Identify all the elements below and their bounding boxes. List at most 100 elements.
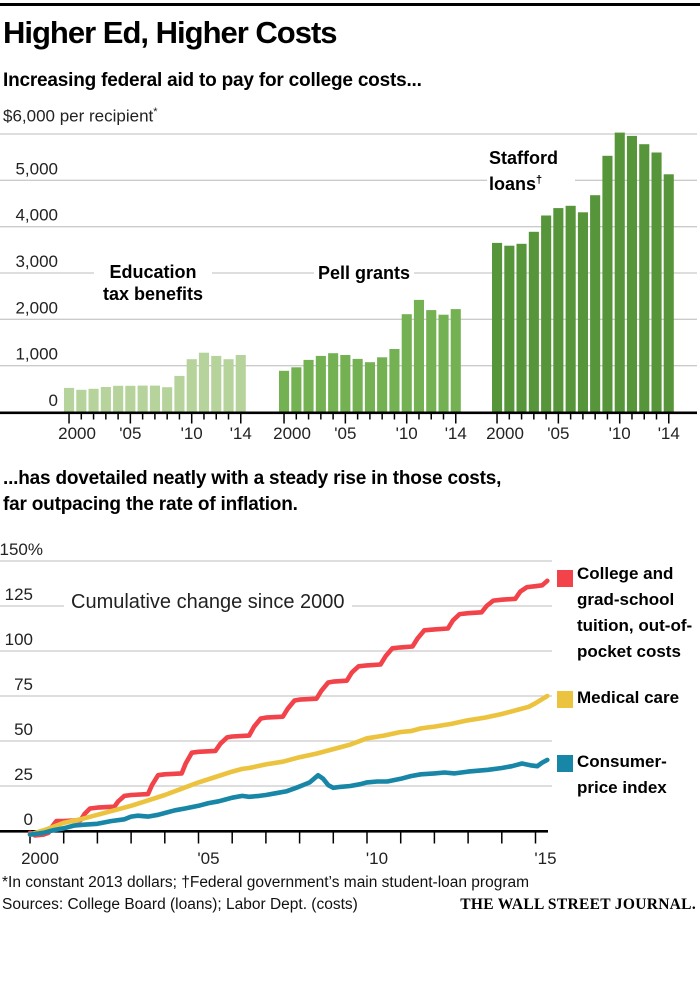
- bar: [639, 144, 650, 412]
- x-axis-label: '10: [609, 424, 631, 443]
- bar-chart-headline: Increasing federal aid to pay for colleg…: [3, 70, 422, 91]
- x-axis-label: '05: [334, 424, 356, 443]
- x-axis-label: '14: [445, 424, 467, 443]
- bar: [352, 358, 363, 412]
- line-chart-inner-title: Cumulative change since 2000: [64, 590, 352, 615]
- line-consumer-price-index: [27, 757, 550, 837]
- bar: [137, 385, 148, 412]
- bar: [528, 231, 539, 412]
- x-axis-label: '14: [230, 424, 252, 443]
- bar-series-education-tax-benefits: [64, 352, 246, 412]
- bar: [651, 152, 662, 412]
- y-axis-label: 0: [24, 810, 33, 829]
- bar: [340, 355, 351, 412]
- bar: [504, 245, 515, 412]
- legend-label-medical-care: Medical care: [577, 688, 680, 707]
- x-axis-label: '05: [547, 424, 569, 443]
- bar: [626, 135, 637, 412]
- bar: [149, 385, 160, 412]
- y-axis-label: 0: [49, 391, 58, 410]
- legend-label-consumer-price-index: Consumer-price index: [577, 752, 667, 797]
- bar: [413, 299, 424, 412]
- bar: [364, 362, 375, 412]
- bar: [553, 208, 564, 412]
- bar: [450, 309, 461, 412]
- consumer-price-index-color-chip: [557, 755, 573, 772]
- group-label-stafford-loans: Stafford loans†: [487, 146, 575, 196]
- legend-item-consumer-price-index: Consumer-price index: [553, 749, 697, 801]
- bar: [426, 310, 437, 412]
- x-axis-label: 2000: [273, 424, 311, 443]
- tuition-color-chip: [557, 570, 573, 587]
- bar: [125, 385, 136, 412]
- page-title: Higher Ed, Higher Costs: [3, 15, 338, 50]
- bar: [303, 359, 314, 412]
- bar: [389, 349, 400, 412]
- x-axis-label: '15: [534, 849, 556, 868]
- y-axis-label: 125: [5, 585, 33, 604]
- bar: [492, 242, 503, 412]
- group-label-education-tax-benefits: Education tax benefits: [94, 260, 212, 306]
- bar: [663, 174, 674, 412]
- footnote-text: *In constant 2013 dollars; †Federal gove…: [2, 874, 530, 891]
- bar: [100, 387, 111, 412]
- bar: [76, 389, 87, 412]
- wsj-wordmark: THE WALL STREET JOURNAL.: [460, 896, 696, 913]
- top-rule: [0, 3, 700, 6]
- y-axis-unit-label: $6,000 per recipient*: [3, 106, 158, 126]
- legend-item-medical-care: Medical care: [553, 685, 697, 711]
- bar: [211, 355, 222, 412]
- bar: [186, 359, 197, 412]
- y-axis-label: 75: [14, 675, 33, 694]
- cumulative-change-line-chart: 0 25 50 75 100 125 150% 2000 '05 '10 '15: [0, 540, 557, 868]
- x-axis-label: '05: [119, 424, 141, 443]
- bar: [614, 132, 625, 412]
- y-axis-top-label: 150%: [0, 540, 43, 559]
- legend-item-tuition: College and grad-school tuition, out-of-…: [553, 561, 697, 665]
- bar: [235, 355, 246, 412]
- federal-aid-bar-chart: 0 1,000 2,000 3,000 4,000 5,000 2000 '05 '10 '14 2…: [0, 132, 697, 443]
- y-axis-label: 25: [14, 765, 33, 784]
- bar: [291, 367, 302, 412]
- bar: [602, 155, 613, 413]
- y-axis-label: 3,000: [15, 252, 58, 271]
- y-axis-label: 100: [5, 630, 33, 649]
- bar: [198, 352, 209, 412]
- x-axis-label: '05: [197, 849, 219, 868]
- bar: [113, 385, 124, 412]
- y-axis-label: 1,000: [15, 345, 58, 364]
- line-medical-care: [27, 693, 550, 837]
- y-axis-label: 50: [14, 720, 33, 739]
- bar: [438, 314, 449, 412]
- legend-label-tuition: College and grad-school tuition, out-of-…: [577, 564, 693, 661]
- x-axis-label: '10: [396, 424, 418, 443]
- x-axis: [0, 830, 548, 833]
- sources-text: Sources: College Board (loans); Labor De…: [2, 896, 358, 913]
- y-axis-label: 2,000: [15, 298, 58, 317]
- x-axis-label: 2000: [21, 849, 59, 868]
- bar: [377, 357, 388, 412]
- bar: [64, 387, 75, 412]
- bar: [315, 355, 326, 412]
- footnote-asterisk: *: [153, 106, 158, 118]
- bar: [223, 359, 234, 412]
- bar: [565, 205, 576, 412]
- group-label-pell-grants: Pell grants: [314, 261, 414, 285]
- bar: [590, 195, 601, 412]
- bar: [577, 212, 588, 412]
- bar: [162, 387, 173, 412]
- footnote-dagger: †: [536, 174, 543, 186]
- bar-series-pell-grants: [279, 299, 461, 412]
- x-axis-label: '10: [181, 424, 203, 443]
- bar: [328, 353, 339, 412]
- bar: [174, 375, 185, 412]
- line-college-and-grad-school-tuition-out-of-pocket-costs: [27, 578, 550, 838]
- x-axis: [0, 411, 697, 415]
- y-axis-label: 4,000: [15, 206, 58, 225]
- bar: [541, 215, 552, 412]
- x-axis-label: '14: [658, 424, 680, 443]
- line-chart-headline: ...has dovetailed neatly with a steady r…: [3, 468, 502, 515]
- bar: [279, 370, 290, 412]
